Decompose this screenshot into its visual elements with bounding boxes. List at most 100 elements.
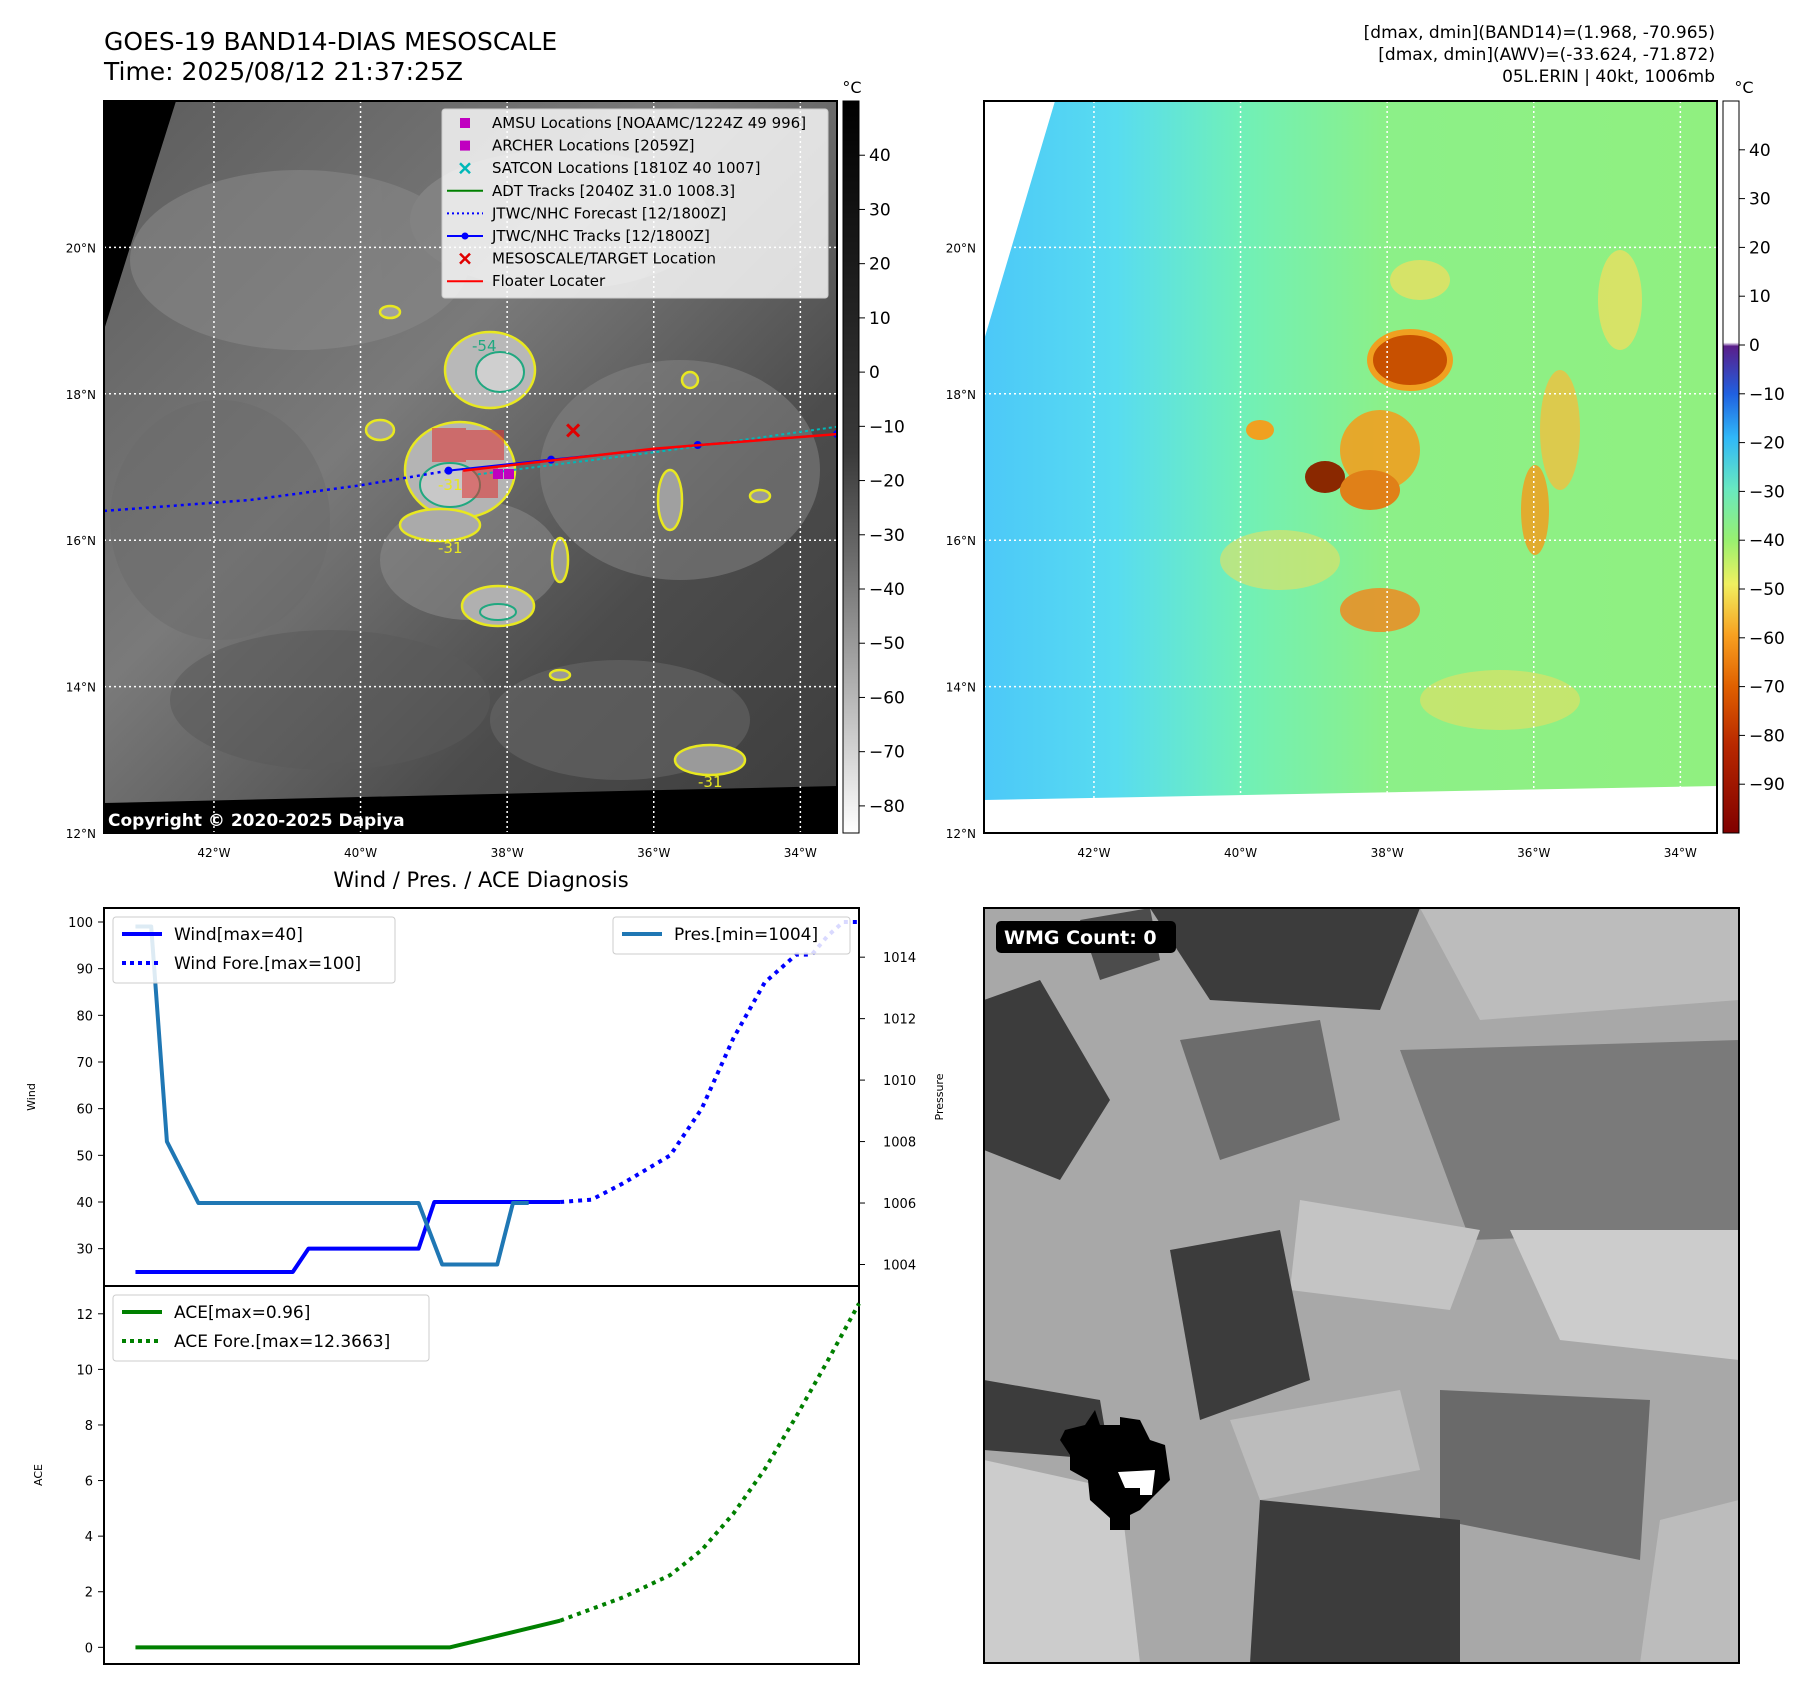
pressure-legend-box	[612, 916, 851, 955]
ace-legend-box	[112, 1294, 430, 1362]
diagnosis-panel: Wind / Pres. / ACE Diagnosis Wind Pressu…	[25, 868, 946, 1665]
ir-map-frame	[103, 100, 838, 834]
wind-legend-box	[112, 916, 396, 984]
ir-colorbar-unit: °C	[842, 78, 861, 97]
figure-title-line2: Time: 2025/08/12 21:37:25Z	[103, 57, 463, 86]
wmg-frame	[983, 907, 1740, 1664]
y2-tick-label: 1006	[883, 1197, 916, 1212]
y-tick-label: 40	[76, 1196, 93, 1211]
ace-series	[135, 1302, 861, 1650]
wmg-black-feature	[1060, 1410, 1170, 1530]
colorbar-tick-label: −60	[1749, 629, 1785, 649]
contour-label: -31	[438, 539, 463, 557]
ir-map-panel: -31 -31 -31 -54 Copyright © 2020-2025 Da…	[66, 78, 905, 860]
legend-label: MESOSCALE/TARGET Location	[492, 250, 716, 268]
contour-label: -31	[438, 476, 463, 494]
ace-legend: ACE[max=0.96] ACE Fore.[max=12.3663]	[112, 1294, 430, 1362]
awv-colorbar-ticks: 40 30 20 10 0 −10 −20 −30 −40 −50 −60 −70 −80 −90	[1739, 141, 1785, 795]
y-tick-label: 12	[76, 1308, 93, 1323]
colorbar-tick-label: 30	[869, 200, 891, 220]
latitude-tick-label: 18°N	[66, 388, 96, 402]
ace-chart: ACE 0 2 4 6 8 10 12 ACE[max=0.96] ACE Fore.[ma…	[32, 1285, 861, 1665]
longitude-tick-label: 40°W	[344, 846, 377, 860]
colorbar-tick-label: 10	[1749, 287, 1771, 307]
latitude-tick-label: 20°N	[946, 241, 976, 255]
forecast-track-line	[104, 469, 449, 513]
legend-label: JTWC/NHC Forecast [12/1800Z]	[491, 204, 726, 222]
wind-axis-label: Wind	[25, 1083, 38, 1111]
ir-tracks	[104, 423, 837, 513]
wind-series	[135, 920, 859, 1274]
ir-no-data-region-top	[104, 101, 176, 330]
colorbar-tick-label: 20	[1749, 238, 1771, 258]
wmg-count-text: WMG Count: 0	[1004, 927, 1157, 949]
ir-latitude-labels: 20°N 18°N 16°N 14°N 12°N	[66, 241, 96, 841]
y-tick-label: 90	[76, 963, 93, 978]
legend-marker-x	[459, 252, 471, 265]
satcon-track-line	[477, 425, 837, 476]
colorbar-tick-label: 10	[869, 309, 891, 329]
awv-latitude-labels: 20°N 18°N 16°N 14°N 12°N	[946, 241, 976, 841]
longitude-tick-label: 38°W	[491, 846, 524, 860]
amsu-location-marker	[493, 469, 503, 479]
ir-legend: AMSU Locations [NOAAMC/1224Z 49 996] ARCH…	[441, 108, 829, 299]
colorbar-tick-label: −80	[869, 797, 905, 817]
longitude-tick-label: 38°W	[1371, 846, 1404, 860]
legend-marker-x	[459, 162, 471, 175]
colorbar-tick-label: 0	[869, 363, 880, 383]
awv-colorbar-unit: °C	[1734, 78, 1753, 97]
ace-axis-label: ACE	[32, 1464, 45, 1486]
y-tick-label: 70	[76, 1056, 93, 1071]
colorbar-tick-label: −50	[869, 634, 905, 654]
wmg-panel: WMG Count: 0	[983, 907, 1740, 1664]
longitude-tick-label: 34°W	[1664, 846, 1697, 860]
awv-longitude-labels: 42°W 40°W 38°W 36°W 34°W	[1077, 846, 1697, 860]
colorbar-tick-label: −40	[869, 580, 905, 600]
wind-y-ticks: 30 40 50 60 70 80 90 100	[68, 916, 104, 1258]
latitude-tick-label: 16°N	[946, 534, 976, 548]
colorbar-tick-label: −20	[869, 472, 905, 492]
copyright-text: Copyright © 2020-2025 Dapiya	[108, 811, 405, 831]
legend-label: SATCON Locations [1810Z 40 1007]	[492, 159, 760, 177]
ir-legend-box	[441, 108, 829, 299]
longitude-tick-label: 34°W	[784, 846, 817, 860]
colorbar-tick-label: 30	[1749, 190, 1771, 210]
y-tick-label: 30	[76, 1243, 93, 1258]
latitude-tick-label: 12°N	[66, 827, 96, 841]
diagnosis-title: Wind / Pres. / ACE Diagnosis	[333, 868, 628, 892]
y-tick-label: 50	[76, 1149, 93, 1164]
y2-tick-label: 1010	[883, 1074, 916, 1089]
legend-label: ADT Tracks [2040Z 31.0 1008.3]	[492, 182, 735, 200]
legend-label-wind-forecast: Wind Fore.[max=100]	[174, 954, 361, 974]
latitude-tick-label: 16°N	[66, 534, 96, 548]
archer-location-marker	[504, 469, 514, 479]
latitude-tick-label: 12°N	[946, 827, 976, 841]
y-tick-label: 0	[85, 1641, 93, 1656]
colorbar-tick-label: 40	[869, 146, 891, 166]
series-line-0	[135, 1200, 561, 1274]
colorbar-tick-label: −30	[869, 526, 905, 546]
y2-tick-label: 1008	[883, 1136, 916, 1151]
legend-label-pressure: Pres.[min=1004]	[674, 925, 818, 945]
longitude-tick-label: 42°W	[1077, 846, 1110, 860]
legend-label-wind: Wind[max=40]	[174, 925, 303, 945]
y2-tick-label: 1012	[883, 1013, 916, 1028]
y-tick-label: 8	[85, 1419, 93, 1434]
awv-moisture-features	[1220, 250, 1642, 730]
colorbar-tick-label: −10	[869, 417, 905, 437]
pressure-y-ticks: 1004 1006 1008 1010 1012 1014	[859, 951, 916, 1273]
y-tick-label: 80	[76, 1009, 93, 1024]
colorbar-tick-label: 40	[1749, 141, 1771, 161]
latitude-tick-label: 14°N	[946, 681, 976, 695]
contour-label: -54	[472, 337, 497, 355]
pressure-legend: Pres.[min=1004]	[612, 916, 851, 955]
longitude-tick-label: 36°W	[637, 846, 670, 860]
ir-archer-squares	[432, 428, 504, 498]
wind-pressure-chart: Wind Pressure 30 40 50 60 70 80 90 100 1004 1006…	[25, 907, 946, 1287]
longitude-tick-label: 40°W	[1224, 846, 1257, 860]
wmg-count-badge	[996, 921, 1176, 953]
legend-marker-square	[460, 140, 470, 151]
storm-info-text: 05L.ERIN | 40kt, 1006mb	[1502, 67, 1715, 87]
legend-label: JTWC/NHC Tracks [12/1800Z]	[491, 227, 710, 245]
longitude-tick-label: 42°W	[197, 846, 230, 860]
